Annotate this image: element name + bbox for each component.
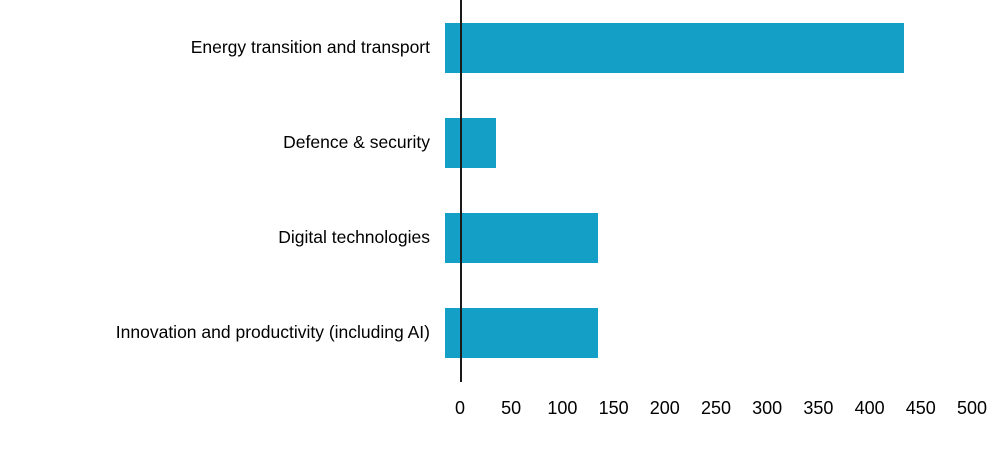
x-tick-label: 150	[598, 398, 629, 418]
chart-plot-area: Energy transition and transport Defence &…	[0, 0, 1000, 380]
category-label: Innovation and productivity (including A…	[115, 322, 430, 343]
x-axis-ticks: 0 50 100 150 200 250 300 350 400 450 500	[455, 398, 987, 424]
x-tick-label: 400	[854, 398, 885, 418]
x-tick-label: 450	[905, 398, 936, 418]
x-tick-label: 100	[547, 398, 578, 418]
category-label: Energy transition and transport	[190, 37, 430, 58]
bar-track	[445, 307, 955, 358]
bar-row: Defence & security	[0, 95, 1000, 190]
category-label: Digital technologies	[278, 227, 430, 248]
x-tick-label: 500	[956, 398, 988, 418]
bar-row: Innovation and productivity (including A…	[0, 285, 1000, 380]
bar-track	[445, 212, 955, 263]
bar-row: Energy transition and transport	[0, 0, 1000, 95]
x-tick-label: 250	[700, 398, 732, 418]
x-tick-label: 50	[501, 398, 522, 418]
bar	[445, 212, 598, 263]
x-tick-label: 200	[649, 398, 680, 418]
y-axis-line	[460, 0, 462, 382]
bar-row: Digital technologies	[0, 190, 1000, 285]
bar-track	[445, 117, 955, 168]
x-tick-label: 350	[803, 398, 834, 418]
category-label: Defence & security	[283, 132, 430, 153]
bar	[445, 307, 598, 358]
x-tick-label: 300	[752, 398, 783, 418]
bar	[445, 117, 496, 168]
bar-track	[445, 22, 955, 73]
bar	[445, 22, 904, 73]
x-tick-label: 0	[454, 398, 466, 418]
